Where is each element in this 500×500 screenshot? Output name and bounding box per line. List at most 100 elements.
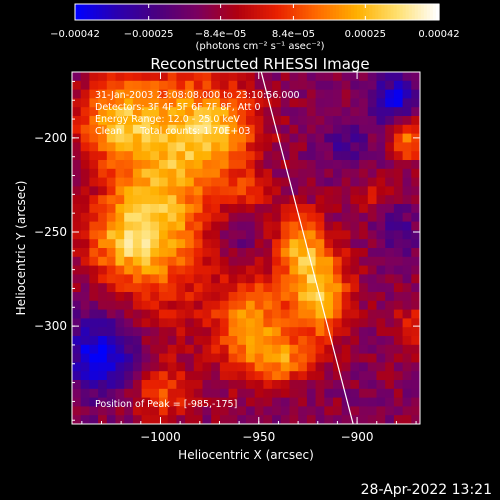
heatmap-cell bbox=[202, 353, 212, 363]
heatmap-cell bbox=[254, 362, 264, 372]
heatmap-cell bbox=[219, 292, 230, 302]
heatmap-cell bbox=[202, 362, 212, 372]
heatmap-cell bbox=[359, 353, 369, 363]
heatmap-cell bbox=[367, 116, 377, 126]
heatmap-cell bbox=[106, 292, 116, 302]
heatmap-cell bbox=[272, 177, 282, 187]
heatmap-cell bbox=[89, 221, 99, 231]
heatmap-cell bbox=[106, 415, 116, 424]
heatmap-cell bbox=[185, 98, 195, 108]
heatmap-cell bbox=[211, 168, 221, 179]
heatmap-cell bbox=[228, 371, 238, 381]
heatmap-cell bbox=[246, 72, 256, 82]
heatmap-cell bbox=[385, 124, 395, 135]
heatmap-cell bbox=[333, 309, 343, 319]
heatmap-cell bbox=[306, 212, 317, 223]
heatmap-cell bbox=[306, 177, 317, 187]
heatmap-cell bbox=[219, 388, 230, 399]
heatmap-cell bbox=[106, 362, 116, 372]
heatmap-cell bbox=[159, 230, 169, 240]
heatmap-cell bbox=[385, 116, 395, 126]
heatmap-cell bbox=[98, 380, 108, 390]
heatmap-cell bbox=[263, 353, 273, 363]
heatmap-cell bbox=[185, 309, 195, 319]
heatmap-cell bbox=[228, 239, 238, 249]
heatmap-cell bbox=[385, 168, 395, 179]
heatmap-cell bbox=[193, 318, 203, 328]
heatmap-cell bbox=[237, 256, 247, 267]
colorbar-segment bbox=[96, 4, 100, 20]
colorbar-segment bbox=[408, 4, 413, 20]
heatmap-cell bbox=[98, 353, 108, 363]
heatmap-cell bbox=[89, 212, 99, 223]
heatmap-cell bbox=[333, 397, 343, 407]
colorbar-segment bbox=[363, 4, 367, 20]
heatmap-cell bbox=[219, 142, 230, 152]
heatmap-cell bbox=[315, 309, 325, 319]
heatmap-cell bbox=[80, 388, 90, 399]
heatmap-cell bbox=[176, 353, 186, 363]
heatmap-cell bbox=[89, 300, 99, 311]
heatmap-cell bbox=[350, 239, 360, 249]
heatmap-cell bbox=[315, 300, 325, 311]
heatmap-cell bbox=[359, 371, 369, 381]
heatmap-cell bbox=[193, 256, 203, 267]
heatmap-cell bbox=[411, 248, 420, 258]
heatmap-cell bbox=[132, 380, 143, 390]
heatmap-cell bbox=[350, 256, 360, 267]
heatmap-cell bbox=[176, 212, 186, 223]
heatmap-cell bbox=[193, 98, 203, 108]
heatmap-cell bbox=[393, 248, 404, 258]
heatmap-cell bbox=[176, 292, 186, 302]
heatmap-cell bbox=[124, 248, 134, 258]
heatmap-cell bbox=[211, 336, 221, 346]
heatmap-cell bbox=[98, 195, 108, 205]
heatmap-cell bbox=[228, 336, 238, 346]
heatmap-cell bbox=[202, 80, 212, 91]
heatmap-cell bbox=[393, 177, 404, 187]
heatmap-cell bbox=[159, 371, 169, 381]
heatmap-cell bbox=[263, 292, 273, 302]
heatmap-cell bbox=[393, 397, 404, 407]
heatmap-cell bbox=[167, 309, 177, 319]
heatmap-cell bbox=[219, 80, 230, 91]
heatmap-cell bbox=[124, 177, 134, 187]
heatmap-cell bbox=[176, 160, 186, 170]
heatmap-cell bbox=[219, 318, 230, 328]
heatmap-cell bbox=[72, 318, 82, 328]
heatmap-cell bbox=[393, 292, 404, 302]
colorbar-segment bbox=[366, 4, 370, 20]
heatmap-cell bbox=[280, 415, 290, 424]
heatmap-cell bbox=[98, 142, 108, 152]
heatmap-cell bbox=[132, 397, 143, 407]
heatmap-cell bbox=[159, 309, 169, 319]
heatmap-cell bbox=[393, 371, 404, 381]
heatmap-cell bbox=[324, 309, 334, 319]
heatmap-cell bbox=[124, 265, 134, 275]
heatmap-cell bbox=[289, 168, 299, 179]
heatmap-cell bbox=[193, 309, 203, 319]
heatmap-cell bbox=[359, 397, 369, 407]
heatmap-cell bbox=[324, 221, 334, 231]
heatmap-cell bbox=[141, 177, 151, 187]
heatmap-cell bbox=[393, 142, 404, 152]
heatmap-cell bbox=[315, 177, 325, 187]
heatmap-cell bbox=[246, 204, 256, 214]
heatmap-cell bbox=[219, 133, 230, 143]
heatmap-cell bbox=[376, 72, 386, 82]
heatmap-cell bbox=[98, 300, 108, 311]
heatmap-cell bbox=[80, 248, 90, 258]
heatmap-cell bbox=[202, 292, 212, 302]
heatmap-cell bbox=[359, 388, 369, 399]
heatmap-cell bbox=[333, 195, 343, 205]
heatmap-cell bbox=[280, 265, 290, 275]
heatmap-cell bbox=[106, 195, 116, 205]
heatmap-cell bbox=[376, 353, 386, 363]
heatmap-cell bbox=[89, 283, 99, 293]
heatmap-cell bbox=[167, 107, 177, 117]
heatmap-cell bbox=[298, 204, 308, 214]
heatmap-cell bbox=[141, 212, 151, 223]
heatmap-cell bbox=[98, 89, 108, 99]
heatmap-cell bbox=[150, 344, 160, 355]
heatmap-cell bbox=[211, 195, 221, 205]
